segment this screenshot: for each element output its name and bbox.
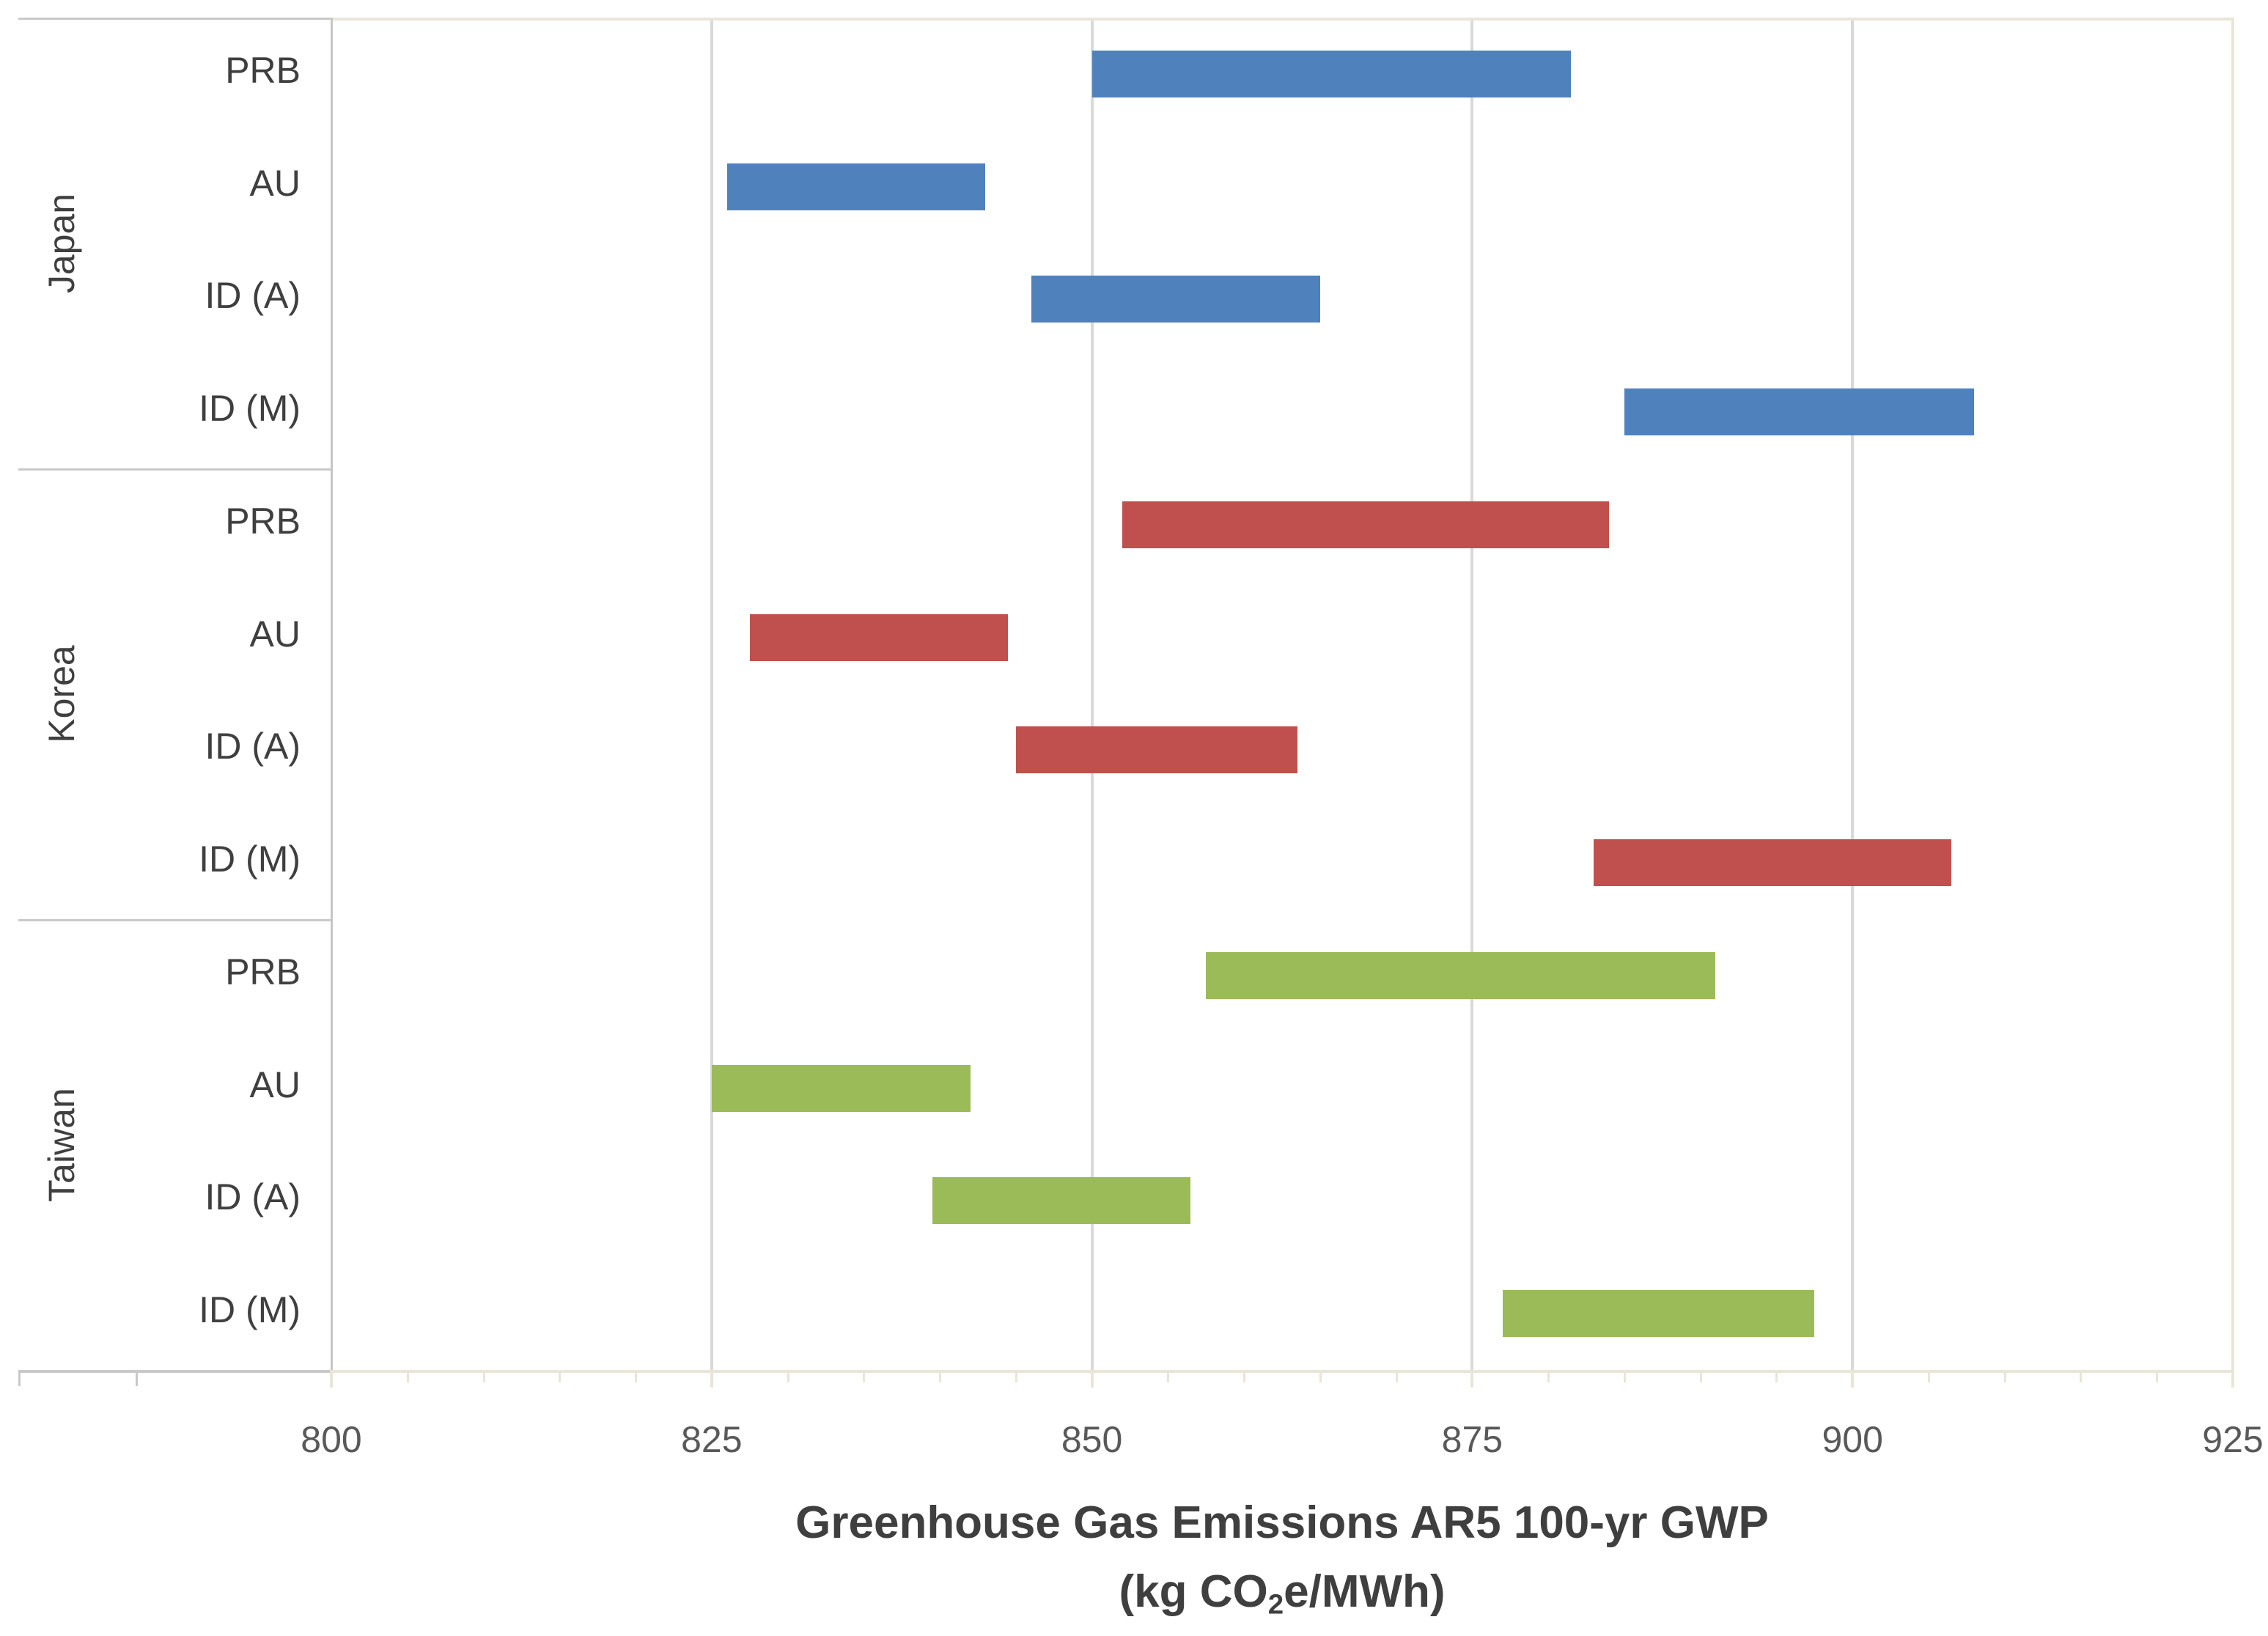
y-axis-line bbox=[331, 18, 333, 1373]
x-tick-minor-880 bbox=[1547, 1370, 1550, 1382]
x-axis-title-units-subscript: 2 bbox=[1267, 1588, 1284, 1621]
x-tick-minor-890 bbox=[1699, 1370, 1702, 1382]
category-label-japan-ida: ID (A) bbox=[205, 275, 301, 317]
x-tick-minor-860 bbox=[1243, 1370, 1246, 1382]
x-tick-minor-915 bbox=[2080, 1370, 2083, 1382]
x-tick-minor-835 bbox=[863, 1370, 866, 1382]
group-label-korea: Korea bbox=[41, 644, 82, 743]
bar-taiwan-id-a bbox=[932, 1177, 1191, 1225]
x-tick-minor-905 bbox=[1927, 1370, 1930, 1382]
bar-japan-au bbox=[726, 163, 986, 210]
x-tick-major-875 bbox=[1470, 1370, 1474, 1388]
category-label-korea-au: AU bbox=[249, 613, 301, 655]
plot-border-right bbox=[2231, 18, 2234, 1373]
gridline-900 bbox=[1851, 18, 1855, 1370]
x-axis-title-units-pre: (kg CO bbox=[1119, 1566, 1268, 1617]
x-axis-label-875: 875 bbox=[1441, 1419, 1503, 1460]
x-axis-label-900: 900 bbox=[1822, 1419, 1883, 1460]
x-tick-major-925 bbox=[2231, 1370, 2234, 1388]
category-label-korea-prb: PRB bbox=[225, 500, 301, 542]
bar-taiwan-id-m bbox=[1502, 1290, 1815, 1338]
label-area-border-top bbox=[18, 18, 331, 20]
x-tick-major-825 bbox=[710, 1370, 713, 1388]
x-axis-title-line2: (kg CO2e/MWh) bbox=[331, 1566, 2233, 1621]
category-label-taiwan-prb: PRB bbox=[225, 951, 301, 992]
label-area-border-bottom bbox=[18, 1370, 331, 1373]
x-tick-minor-855 bbox=[1167, 1370, 1170, 1382]
category-label-japan-idm: ID (M) bbox=[199, 388, 301, 430]
bar-taiwan-au bbox=[711, 1064, 971, 1112]
bar-korea-prb bbox=[1122, 501, 1610, 548]
category-label-taiwan-au: AU bbox=[249, 1064, 301, 1105]
bar-taiwan-prb bbox=[1206, 951, 1716, 999]
category-label-japan-prb: PRB bbox=[225, 49, 301, 91]
x-tick-minor-815 bbox=[559, 1370, 562, 1382]
x-tick-major-800 bbox=[330, 1370, 333, 1388]
x-tick-major-900 bbox=[1851, 1370, 1855, 1388]
bar-korea-id-m bbox=[1594, 839, 1952, 887]
x-tick-minor-870 bbox=[1395, 1370, 1398, 1382]
bar-japan-prb bbox=[1091, 50, 1572, 97]
bar-japan-id-a bbox=[1031, 276, 1320, 323]
x-tick-minor-895 bbox=[1775, 1370, 1778, 1382]
bar-korea-au bbox=[749, 614, 1009, 661]
category-label-japan-au: AU bbox=[249, 162, 301, 204]
x-tick-minor-865 bbox=[1319, 1370, 1322, 1382]
bar-korea-id-a bbox=[1015, 726, 1297, 774]
category-label-taiwan-ida: ID (A) bbox=[205, 1176, 301, 1218]
x-tick-minor-830 bbox=[787, 1370, 789, 1382]
group-separator-1 bbox=[18, 468, 331, 471]
x-axis-title-line1: Greenhouse Gas Emissions AR5 100-yr GWP bbox=[795, 1497, 1769, 1548]
x-axis-line bbox=[331, 1370, 2233, 1373]
label-area-tick-0 bbox=[18, 1370, 21, 1386]
x-tick-minor-820 bbox=[635, 1370, 638, 1382]
x-tick-minor-810 bbox=[482, 1370, 485, 1382]
x-axis-label-850: 850 bbox=[1061, 1419, 1123, 1460]
label-area-tick-1 bbox=[136, 1370, 138, 1386]
x-tick-minor-920 bbox=[2156, 1370, 2159, 1382]
category-label-korea-idm: ID (M) bbox=[199, 839, 301, 880]
gridline-875 bbox=[1470, 18, 1474, 1370]
bar-japan-id-m bbox=[1624, 388, 1975, 436]
group-separator-2 bbox=[18, 919, 331, 921]
x-tick-minor-805 bbox=[406, 1370, 409, 1382]
gridline-850 bbox=[1090, 18, 1094, 1370]
plot-border-top bbox=[331, 18, 2233, 21]
category-label-taiwan-idm: ID (M) bbox=[199, 1289, 301, 1331]
x-axis-label-925: 925 bbox=[2202, 1419, 2264, 1460]
category-label-korea-ida: ID (A) bbox=[205, 726, 301, 767]
x-tick-minor-910 bbox=[2003, 1370, 2006, 1382]
x-tick-minor-885 bbox=[1623, 1370, 1626, 1382]
x-tick-minor-840 bbox=[939, 1370, 942, 1382]
x-axis-label-825: 825 bbox=[681, 1419, 743, 1460]
group-label-japan: Japan bbox=[41, 193, 82, 293]
x-axis-title-units-post: e/MWh) bbox=[1284, 1566, 1446, 1617]
x-axis-label-800: 800 bbox=[301, 1419, 362, 1460]
x-tick-minor-845 bbox=[1015, 1370, 1017, 1382]
group-label-taiwan: Taiwan bbox=[41, 1087, 82, 1202]
gridline-825 bbox=[710, 18, 713, 1370]
x-tick-major-850 bbox=[1090, 1370, 1094, 1388]
